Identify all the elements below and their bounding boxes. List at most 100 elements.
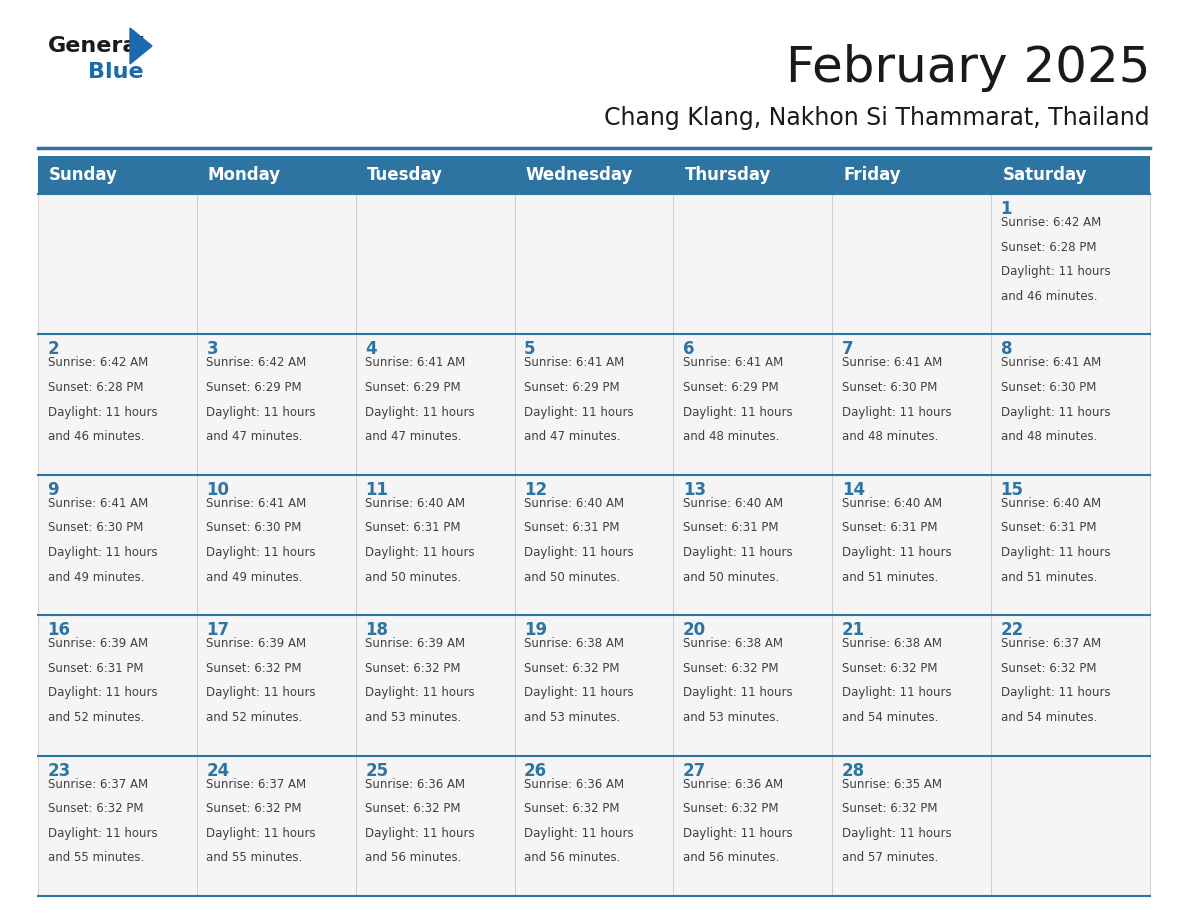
Text: Sunrise: 6:36 AM: Sunrise: 6:36 AM [365,778,466,790]
Text: Sunrise: 6:41 AM: Sunrise: 6:41 AM [207,497,307,509]
Text: Sunrise: 6:39 AM: Sunrise: 6:39 AM [48,637,147,650]
Text: 2: 2 [48,341,59,358]
Text: Sunset: 6:32 PM: Sunset: 6:32 PM [842,802,937,815]
Text: and 55 minutes.: and 55 minutes. [48,851,144,865]
Text: 5: 5 [524,341,536,358]
Text: Daylight: 11 hours: Daylight: 11 hours [48,546,157,559]
Text: and 48 minutes.: and 48 minutes. [1000,431,1097,443]
Text: 27: 27 [683,762,706,779]
Text: and 55 minutes.: and 55 minutes. [207,851,303,865]
Text: and 48 minutes.: and 48 minutes. [842,431,939,443]
Text: Sunrise: 6:41 AM: Sunrise: 6:41 AM [365,356,466,369]
Text: Thursday: Thursday [684,166,771,184]
Text: and 53 minutes.: and 53 minutes. [524,711,620,724]
Text: Sunset: 6:31 PM: Sunset: 6:31 PM [1000,521,1097,534]
Text: Saturday: Saturday [1003,166,1087,184]
Text: Tuesday: Tuesday [367,166,443,184]
Text: Blue: Blue [88,62,144,82]
Text: Daylight: 11 hours: Daylight: 11 hours [1000,546,1111,559]
Text: Sunset: 6:32 PM: Sunset: 6:32 PM [48,802,143,815]
Text: Daylight: 11 hours: Daylight: 11 hours [524,687,633,700]
Bar [991,756,1150,896]
Bar [197,334,355,475]
Text: Sunrise: 6:41 AM: Sunrise: 6:41 AM [842,356,942,369]
Bar [514,475,674,615]
Text: and 52 minutes.: and 52 minutes. [48,711,144,724]
Text: Sunrise: 6:42 AM: Sunrise: 6:42 AM [48,356,147,369]
Text: 3: 3 [207,341,219,358]
Text: Sunset: 6:32 PM: Sunset: 6:32 PM [683,802,778,815]
Text: Sunrise: 6:37 AM: Sunrise: 6:37 AM [207,778,307,790]
Text: 25: 25 [365,762,388,779]
Text: and 54 minutes.: and 54 minutes. [1000,711,1097,724]
Text: Sunrise: 6:40 AM: Sunrise: 6:40 AM [1000,497,1101,509]
Text: Daylight: 11 hours: Daylight: 11 hours [1000,687,1111,700]
Text: Daylight: 11 hours: Daylight: 11 hours [683,546,792,559]
Text: Daylight: 11 hours: Daylight: 11 hours [207,546,316,559]
Text: Sunset: 6:29 PM: Sunset: 6:29 PM [683,381,778,394]
Text: Sunset: 6:30 PM: Sunset: 6:30 PM [48,521,143,534]
Text: Daylight: 11 hours: Daylight: 11 hours [365,687,475,700]
Text: and 56 minutes.: and 56 minutes. [683,851,779,865]
Text: Daylight: 11 hours: Daylight: 11 hours [48,827,157,840]
Bar [355,334,514,475]
Text: Daylight: 11 hours: Daylight: 11 hours [1000,265,1111,278]
Text: 8: 8 [1000,341,1012,358]
Text: Daylight: 11 hours: Daylight: 11 hours [842,546,952,559]
Text: Sunrise: 6:39 AM: Sunrise: 6:39 AM [207,637,307,650]
Text: Sunrise: 6:41 AM: Sunrise: 6:41 AM [524,356,625,369]
Bar [674,156,833,194]
Bar [38,156,197,194]
Bar [38,334,197,475]
Bar [991,334,1150,475]
Text: 24: 24 [207,762,229,779]
Text: 26: 26 [524,762,548,779]
Text: Daylight: 11 hours: Daylight: 11 hours [683,687,792,700]
Text: Sunset: 6:32 PM: Sunset: 6:32 PM [207,662,302,675]
Text: 12: 12 [524,481,548,498]
Text: and 52 minutes.: and 52 minutes. [207,711,303,724]
Text: Sunrise: 6:38 AM: Sunrise: 6:38 AM [842,637,942,650]
Text: Daylight: 11 hours: Daylight: 11 hours [842,827,952,840]
Bar [38,475,197,615]
Text: 23: 23 [48,762,71,779]
Text: 20: 20 [683,621,706,639]
Text: and 50 minutes.: and 50 minutes. [524,570,620,584]
Bar [674,334,833,475]
Text: Sunset: 6:29 PM: Sunset: 6:29 PM [524,381,620,394]
Text: Sunset: 6:29 PM: Sunset: 6:29 PM [365,381,461,394]
Text: Daylight: 11 hours: Daylight: 11 hours [524,827,633,840]
Text: General: General [48,36,146,56]
Bar [833,756,991,896]
Text: Sunrise: 6:40 AM: Sunrise: 6:40 AM [365,497,466,509]
Text: Sunrise: 6:36 AM: Sunrise: 6:36 AM [524,778,624,790]
Text: Daylight: 11 hours: Daylight: 11 hours [524,406,633,419]
Text: Sunset: 6:32 PM: Sunset: 6:32 PM [524,662,620,675]
Text: Sunset: 6:31 PM: Sunset: 6:31 PM [524,521,620,534]
Text: Sunset: 6:31 PM: Sunset: 6:31 PM [683,521,778,534]
Bar [991,615,1150,756]
Text: Daylight: 11 hours: Daylight: 11 hours [1000,406,1111,419]
Text: 17: 17 [207,621,229,639]
Text: 15: 15 [1000,481,1024,498]
Text: Sunrise: 6:38 AM: Sunrise: 6:38 AM [524,637,624,650]
Text: 4: 4 [365,341,377,358]
Text: Sunrise: 6:42 AM: Sunrise: 6:42 AM [207,356,307,369]
Text: and 54 minutes.: and 54 minutes. [842,711,939,724]
Text: Daylight: 11 hours: Daylight: 11 hours [365,546,475,559]
Bar [355,194,514,334]
Bar [38,756,197,896]
Text: Sunrise: 6:41 AM: Sunrise: 6:41 AM [683,356,783,369]
Bar [833,475,991,615]
Bar [355,615,514,756]
Text: Sunset: 6:32 PM: Sunset: 6:32 PM [365,802,461,815]
Text: and 47 minutes.: and 47 minutes. [365,431,462,443]
Bar [991,475,1150,615]
Text: and 51 minutes.: and 51 minutes. [842,570,939,584]
Text: 19: 19 [524,621,548,639]
Bar [197,756,355,896]
Text: and 56 minutes.: and 56 minutes. [524,851,620,865]
Text: Sunrise: 6:41 AM: Sunrise: 6:41 AM [1000,356,1101,369]
Text: and 46 minutes.: and 46 minutes. [48,431,144,443]
Text: 16: 16 [48,621,70,639]
